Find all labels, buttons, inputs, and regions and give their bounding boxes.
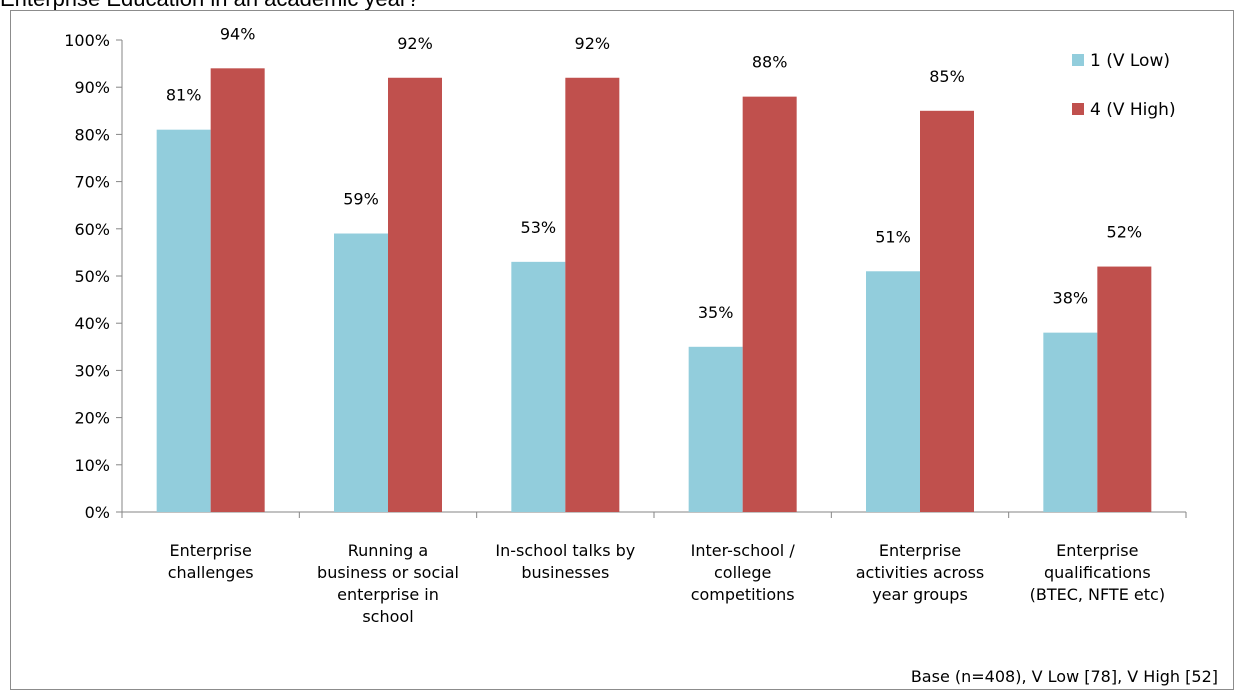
data-label: 94%	[220, 24, 256, 43]
data-label: 59%	[343, 190, 379, 209]
y-tick-label: 0%	[85, 503, 110, 522]
bar	[1097, 266, 1152, 512]
category-label: Enterprise qualifications (BTEC, NFTE etc)	[1030, 541, 1165, 604]
category-label-line: school	[362, 607, 413, 626]
category-label-line: college	[714, 563, 771, 582]
category-label-line: challenges	[168, 563, 254, 582]
y-tick-label: 100%	[64, 31, 110, 50]
bar	[511, 261, 566, 512]
bars	[156, 68, 1152, 513]
y-tick-label: 40%	[74, 314, 110, 333]
x-axis	[121, 511, 1187, 518]
y-tick-label: 30%	[74, 361, 110, 380]
category-label: Inter-school / college competitions	[691, 541, 796, 604]
data-label: 85%	[929, 67, 965, 86]
bar	[920, 110, 974, 513]
data-label: 38%	[1053, 289, 1089, 308]
category-label-line: year groups	[872, 585, 968, 604]
bar	[688, 346, 743, 512]
y-tick-label: 90%	[74, 78, 110, 97]
y-tick-label: 50%	[74, 267, 110, 286]
category-label: Enterprise activities across year groups	[856, 541, 985, 604]
data-label: 51%	[875, 227, 911, 246]
category-labels: Enterprise challenges Running a business or…	[168, 541, 1165, 626]
category-label-line: businesses	[521, 563, 609, 582]
chart-title: Enterprise Education in an academic year…	[0, 0, 1248, 16]
legend-swatch	[1072, 54, 1084, 66]
bar	[1043, 332, 1098, 512]
legend: 1 (V Low) 4 (V High)	[1072, 51, 1176, 120]
data-label: 92%	[575, 34, 611, 53]
legend-label: 1 (V Low)	[1090, 51, 1170, 71]
category-label-line: Enterprise	[1056, 541, 1138, 560]
category-label: In-school talks by businesses	[495, 541, 635, 582]
data-label: 81%	[166, 86, 202, 105]
category-label-line: Inter-school /	[691, 541, 796, 560]
y-tick-label: 80%	[74, 125, 110, 144]
y-tick-label: 60%	[74, 220, 110, 239]
y-tick-label: 10%	[74, 456, 110, 475]
category-label-line: business or social	[317, 563, 459, 582]
base-footnote: Base (n=408), V Low [78], V High [52]	[911, 667, 1218, 686]
data-label: 53%	[521, 218, 557, 237]
data-labels: 81% 94% 59% 92% 53% 92% 35% 88% 51% 85% 38% 52%	[166, 24, 1142, 321]
legend-swatch	[1072, 103, 1084, 115]
bar	[565, 77, 620, 512]
bar	[334, 233, 388, 512]
bar	[156, 129, 211, 512]
category-label-line: Running a	[348, 541, 428, 560]
legend-label: 4 (V High)	[1090, 100, 1176, 120]
category-label-line: activities across	[856, 563, 985, 582]
y-axis: 0% 10% 20% 30% 40% 50% 60% 70% 80% 90% 100%	[64, 31, 123, 522]
category-label-line: qualifications	[1044, 563, 1151, 582]
category-label-line: (BTEC, NFTE etc)	[1030, 585, 1165, 604]
data-label: 92%	[397, 34, 433, 53]
bar	[388, 77, 442, 512]
bar	[742, 96, 797, 512]
category-label-line: Enterprise	[170, 541, 252, 560]
bar	[866, 271, 920, 512]
category-label: Enterprise challenges	[168, 541, 254, 582]
category-label-line: Enterprise	[879, 541, 961, 560]
category-label-line: enterprise in	[337, 585, 439, 604]
data-label: 35%	[698, 303, 734, 322]
category-label: Running a business or social enterprise in…	[317, 541, 459, 626]
category-label-line: competitions	[691, 585, 795, 604]
data-label: 88%	[752, 53, 788, 72]
y-tick-label: 20%	[74, 409, 110, 428]
data-label: 52%	[1107, 223, 1143, 242]
category-label-line: In-school talks by	[495, 541, 635, 560]
y-tick-label: 70%	[74, 173, 110, 192]
bar	[210, 68, 265, 512]
